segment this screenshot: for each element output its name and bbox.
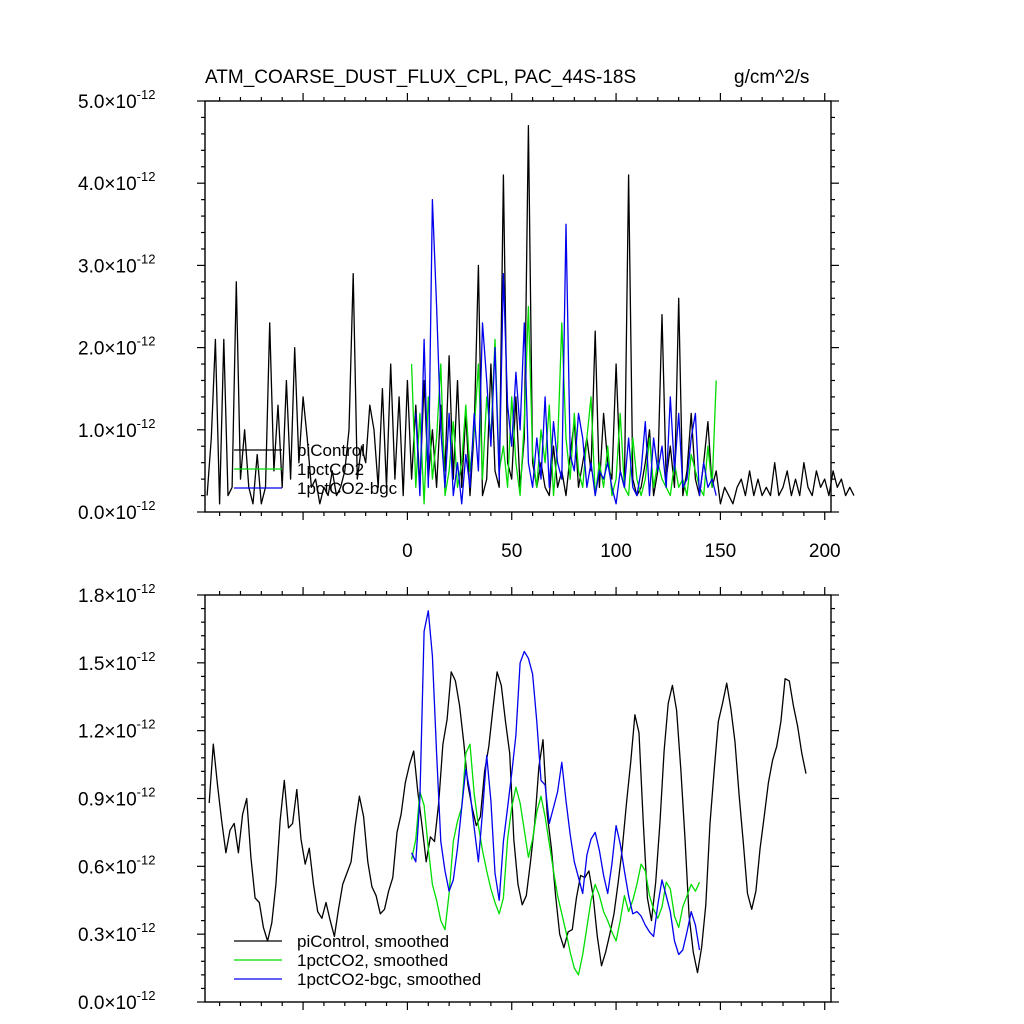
chart-title: ATM_COARSE_DUST_FLUX_CPL, PAC_44S-18S	[205, 67, 636, 88]
y-tick-label: 1.0×10-12	[78, 416, 155, 442]
y-tick-label: 0.6×10-12	[78, 852, 155, 878]
y-tick-label: 0.9×10-12	[78, 785, 155, 811]
bottom-series-group	[208, 610, 807, 976]
series-line-0-2	[415, 198, 717, 505]
series-line-1-2	[411, 610, 701, 956]
y-tick-label: 4.0×10-12	[78, 169, 155, 195]
y-tick-label: 5.0×10-12	[78, 87, 155, 113]
legend-label: 1pctCO2-bgc, smoothed	[297, 970, 481, 989]
series-line-0-0	[206, 125, 855, 505]
x-tick-label: 0	[402, 541, 413, 562]
x-tick-label: 150	[705, 541, 737, 562]
x-tick-label: 50	[501, 541, 522, 562]
x-tick-label: 200	[809, 541, 841, 562]
top-panel: ATM_COARSE_DUST_FLUX_CPL, PAC_44S-18S g/…	[78, 67, 855, 562]
top-x-tick-labels: 0 50 100 150 200	[402, 541, 840, 562]
bottom-plot-frame	[204, 594, 832, 1003]
bottom-y-tick-labels: 0.0×10-12 0.3×10-12 0.6×10-12 0.9×10-12 1.2×…	[78, 581, 155, 1014]
y-tick-label: 1.2×10-12	[78, 717, 155, 743]
y-tick-label: 1.5×10-12	[78, 649, 155, 675]
y-tick-label: 3.0×10-12	[78, 251, 155, 277]
y-tick-label: 1.8×10-12	[78, 581, 155, 607]
y-tick-label: 0.3×10-12	[78, 920, 155, 946]
series-line-1-0	[208, 671, 807, 974]
series-line-1-1	[410, 743, 701, 976]
legend-label: piControl	[297, 441, 365, 460]
legend-label: piControl, smoothed	[297, 932, 449, 951]
y-tick-label: 0.0×10-12	[78, 498, 155, 524]
legend-label: 1pctCO2-bgc	[297, 479, 398, 498]
legend-label: 1pctCO2	[297, 460, 364, 479]
y-tick-label: 0.0×10-12	[78, 988, 155, 1014]
top-series-group	[206, 125, 855, 505]
x-tick-label: 100	[600, 541, 632, 562]
bottom-ticks	[197, 587, 839, 1010]
top-plot-frame	[204, 100, 832, 513]
legend-label: 1pctCO2, smoothed	[297, 951, 448, 970]
top-y-tick-labels: 0.0×10-12 1.0×10-12 2.0×10-12 3.0×10-12 4.0×…	[78, 87, 155, 524]
y-tick-label: 2.0×10-12	[78, 334, 155, 360]
chart-units: g/cm^2/s	[734, 67, 809, 88]
